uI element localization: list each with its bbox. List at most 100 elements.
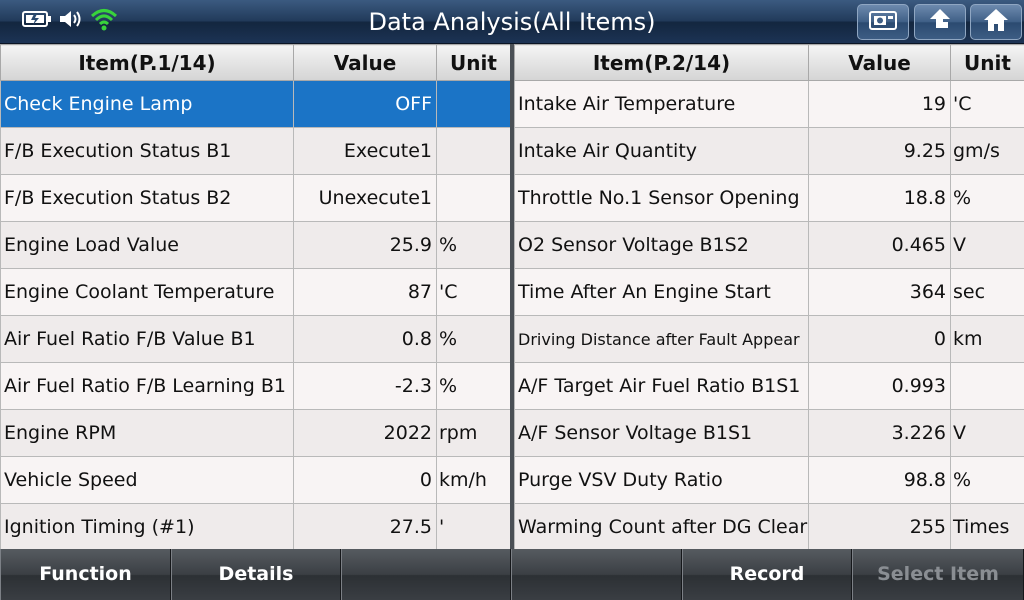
item-cell: Ignition Timing (#1): [0, 503, 294, 551]
value-cell: 9.25: [808, 127, 951, 175]
unit-cell: gm/s: [950, 127, 1024, 175]
item-cell: Air Fuel Ratio F/B Learning B1: [0, 362, 294, 410]
table-row[interactable]: Engine Load Value 25.9 %: [0, 221, 511, 269]
table-row[interactable]: Purge VSV Duty Ratio 98.8 %: [514, 456, 1024, 504]
table-row[interactable]: Driving Distance after Fault Appear 0 km: [514, 315, 1024, 363]
value-cell: 27.5: [293, 503, 437, 551]
item-cell: Vehicle Speed: [0, 456, 294, 504]
unit-cell: V: [950, 409, 1024, 457]
value-cell: 0.993: [808, 362, 951, 410]
home-icon: [982, 7, 1010, 37]
item-cell: A/F Sensor Voltage B1S1: [514, 409, 809, 457]
unit-cell: %: [436, 221, 511, 269]
table-row[interactable]: Air Fuel Ratio F/B Learning B1 -2.3 %: [0, 362, 511, 410]
item-column-header: Item(P.1/14): [0, 44, 294, 81]
table-row[interactable]: Engine Coolant Temperature 87 'C: [0, 268, 511, 316]
unit-cell: km/h: [436, 456, 511, 504]
function-button[interactable]: Function: [0, 549, 171, 600]
left-data-table: Item(P.1/14) Value Unit Check Engine Lam…: [0, 44, 511, 551]
page-title: Data Analysis(All Items): [368, 8, 656, 36]
item-cell: O2 Sensor Voltage B1S2: [514, 221, 809, 269]
table-row[interactable]: F/B Execution Status B1 Execute1: [0, 127, 511, 175]
screenshot-button[interactable]: [857, 4, 909, 40]
value-column-header: Value: [293, 44, 437, 81]
unit-cell: [436, 174, 511, 222]
item-cell: Intake Air Temperature: [514, 80, 809, 128]
select-item-button[interactable]: Select Item: [852, 549, 1024, 600]
table-row[interactable]: Warming Count after DG Clear 255 Times: [514, 503, 1024, 551]
value-cell: 255: [808, 503, 951, 551]
value-cell: Unexecute1: [293, 174, 437, 222]
unit-cell: [950, 362, 1024, 410]
bottom-toolbar: Function Details Record Select Item: [0, 549, 1024, 600]
battery-icon: [22, 10, 52, 32]
table-row[interactable]: Air Fuel Ratio F/B Value B1 0.8 %: [0, 315, 511, 363]
value-cell: 364: [808, 268, 951, 316]
table-row[interactable]: Ignition Timing (#1) 27.5 ': [0, 503, 511, 551]
table-row[interactable]: A/F Sensor Voltage B1S1 3.226 V: [514, 409, 1024, 457]
details-button[interactable]: Details: [171, 549, 341, 600]
table-row[interactable]: F/B Execution Status B2 Unexecute1: [0, 174, 511, 222]
blank-button-2[interactable]: [511, 549, 682, 600]
home-button[interactable]: [970, 4, 1022, 40]
wifi-icon: [90, 7, 118, 35]
value-cell: 87: [293, 268, 437, 316]
item-cell: Time After An Engine Start: [514, 268, 809, 316]
back-button[interactable]: [914, 4, 966, 40]
item-cell: Air Fuel Ratio F/B Value B1: [0, 315, 294, 363]
table-row[interactable]: Engine RPM 2022 rpm: [0, 409, 511, 457]
value-column-header: Value: [808, 44, 951, 81]
table-row[interactable]: Vehicle Speed 0 km/h: [0, 456, 511, 504]
screenshot-icon: [868, 9, 898, 35]
table-row[interactable]: Intake Air Temperature 19 'C: [514, 80, 1024, 128]
table-row[interactable]: Throttle No.1 Sensor Opening 18.8 %: [514, 174, 1024, 222]
value-cell: 19: [808, 80, 951, 128]
unit-cell: %: [436, 362, 511, 410]
item-cell: F/B Execution Status B1: [0, 127, 294, 175]
value-cell: 3.226: [808, 409, 951, 457]
speaker-icon[interactable]: [58, 8, 84, 34]
value-cell: 0.8: [293, 315, 437, 363]
unit-cell: 'C: [436, 268, 511, 316]
item-cell: Driving Distance after Fault Appear: [514, 315, 809, 363]
item-cell: Warming Count after DG Clear: [514, 503, 809, 551]
unit-cell: %: [950, 174, 1024, 222]
table-row[interactable]: O2 Sensor Voltage B1S2 0.465 V: [514, 221, 1024, 269]
value-cell: 98.8: [808, 456, 951, 504]
back-up-icon: [926, 7, 954, 37]
value-cell: 0: [293, 456, 437, 504]
table-header-row: Item(P.2/14) Value Unit: [514, 44, 1024, 81]
unit-column-header: Unit: [950, 44, 1024, 81]
item-cell: Purge VSV Duty Ratio: [514, 456, 809, 504]
item-column-header: Item(P.2/14): [514, 44, 809, 81]
item-cell: F/B Execution Status B2: [0, 174, 294, 222]
right-data-table: Item(P.2/14) Value Unit Intake Air Tempe…: [514, 44, 1024, 551]
unit-cell: km: [950, 315, 1024, 363]
table-row[interactable]: Time After An Engine Start 364 sec: [514, 268, 1024, 316]
value-cell: 2022: [293, 409, 437, 457]
unit-column-header: Unit: [436, 44, 511, 81]
unit-cell: rpm: [436, 409, 511, 457]
value-cell: 0: [808, 315, 951, 363]
item-cell: Throttle No.1 Sensor Opening: [514, 174, 809, 222]
value-cell: OFF: [293, 80, 437, 128]
unit-cell: %: [436, 315, 511, 363]
right-data-panel: Item(P.2/14) Value Unit Intake Air Tempe…: [514, 44, 1024, 551]
unit-cell: [436, 127, 511, 175]
unit-cell: %: [950, 456, 1024, 504]
blank-button-1[interactable]: [341, 549, 511, 600]
item-cell: Engine Load Value: [0, 221, 294, 269]
item-cell: A/F Target Air Fuel Ratio B1S1: [514, 362, 809, 410]
item-cell: Engine RPM: [0, 409, 294, 457]
table-header-row: Item(P.1/14) Value Unit: [0, 44, 511, 81]
value-cell: 18.8: [808, 174, 951, 222]
table-row[interactable]: Check Engine Lamp OFF: [0, 80, 511, 128]
record-button[interactable]: Record: [682, 549, 852, 600]
table-row[interactable]: Intake Air Quantity 9.25 gm/s: [514, 127, 1024, 175]
panel-divider: [510, 44, 514, 549]
unit-cell: ': [436, 503, 511, 551]
unit-cell: sec: [950, 268, 1024, 316]
table-row[interactable]: A/F Target Air Fuel Ratio B1S1 0.993: [514, 362, 1024, 410]
left-data-panel: Item(P.1/14) Value Unit Check Engine Lam…: [0, 44, 511, 551]
value-cell: Execute1: [293, 127, 437, 175]
